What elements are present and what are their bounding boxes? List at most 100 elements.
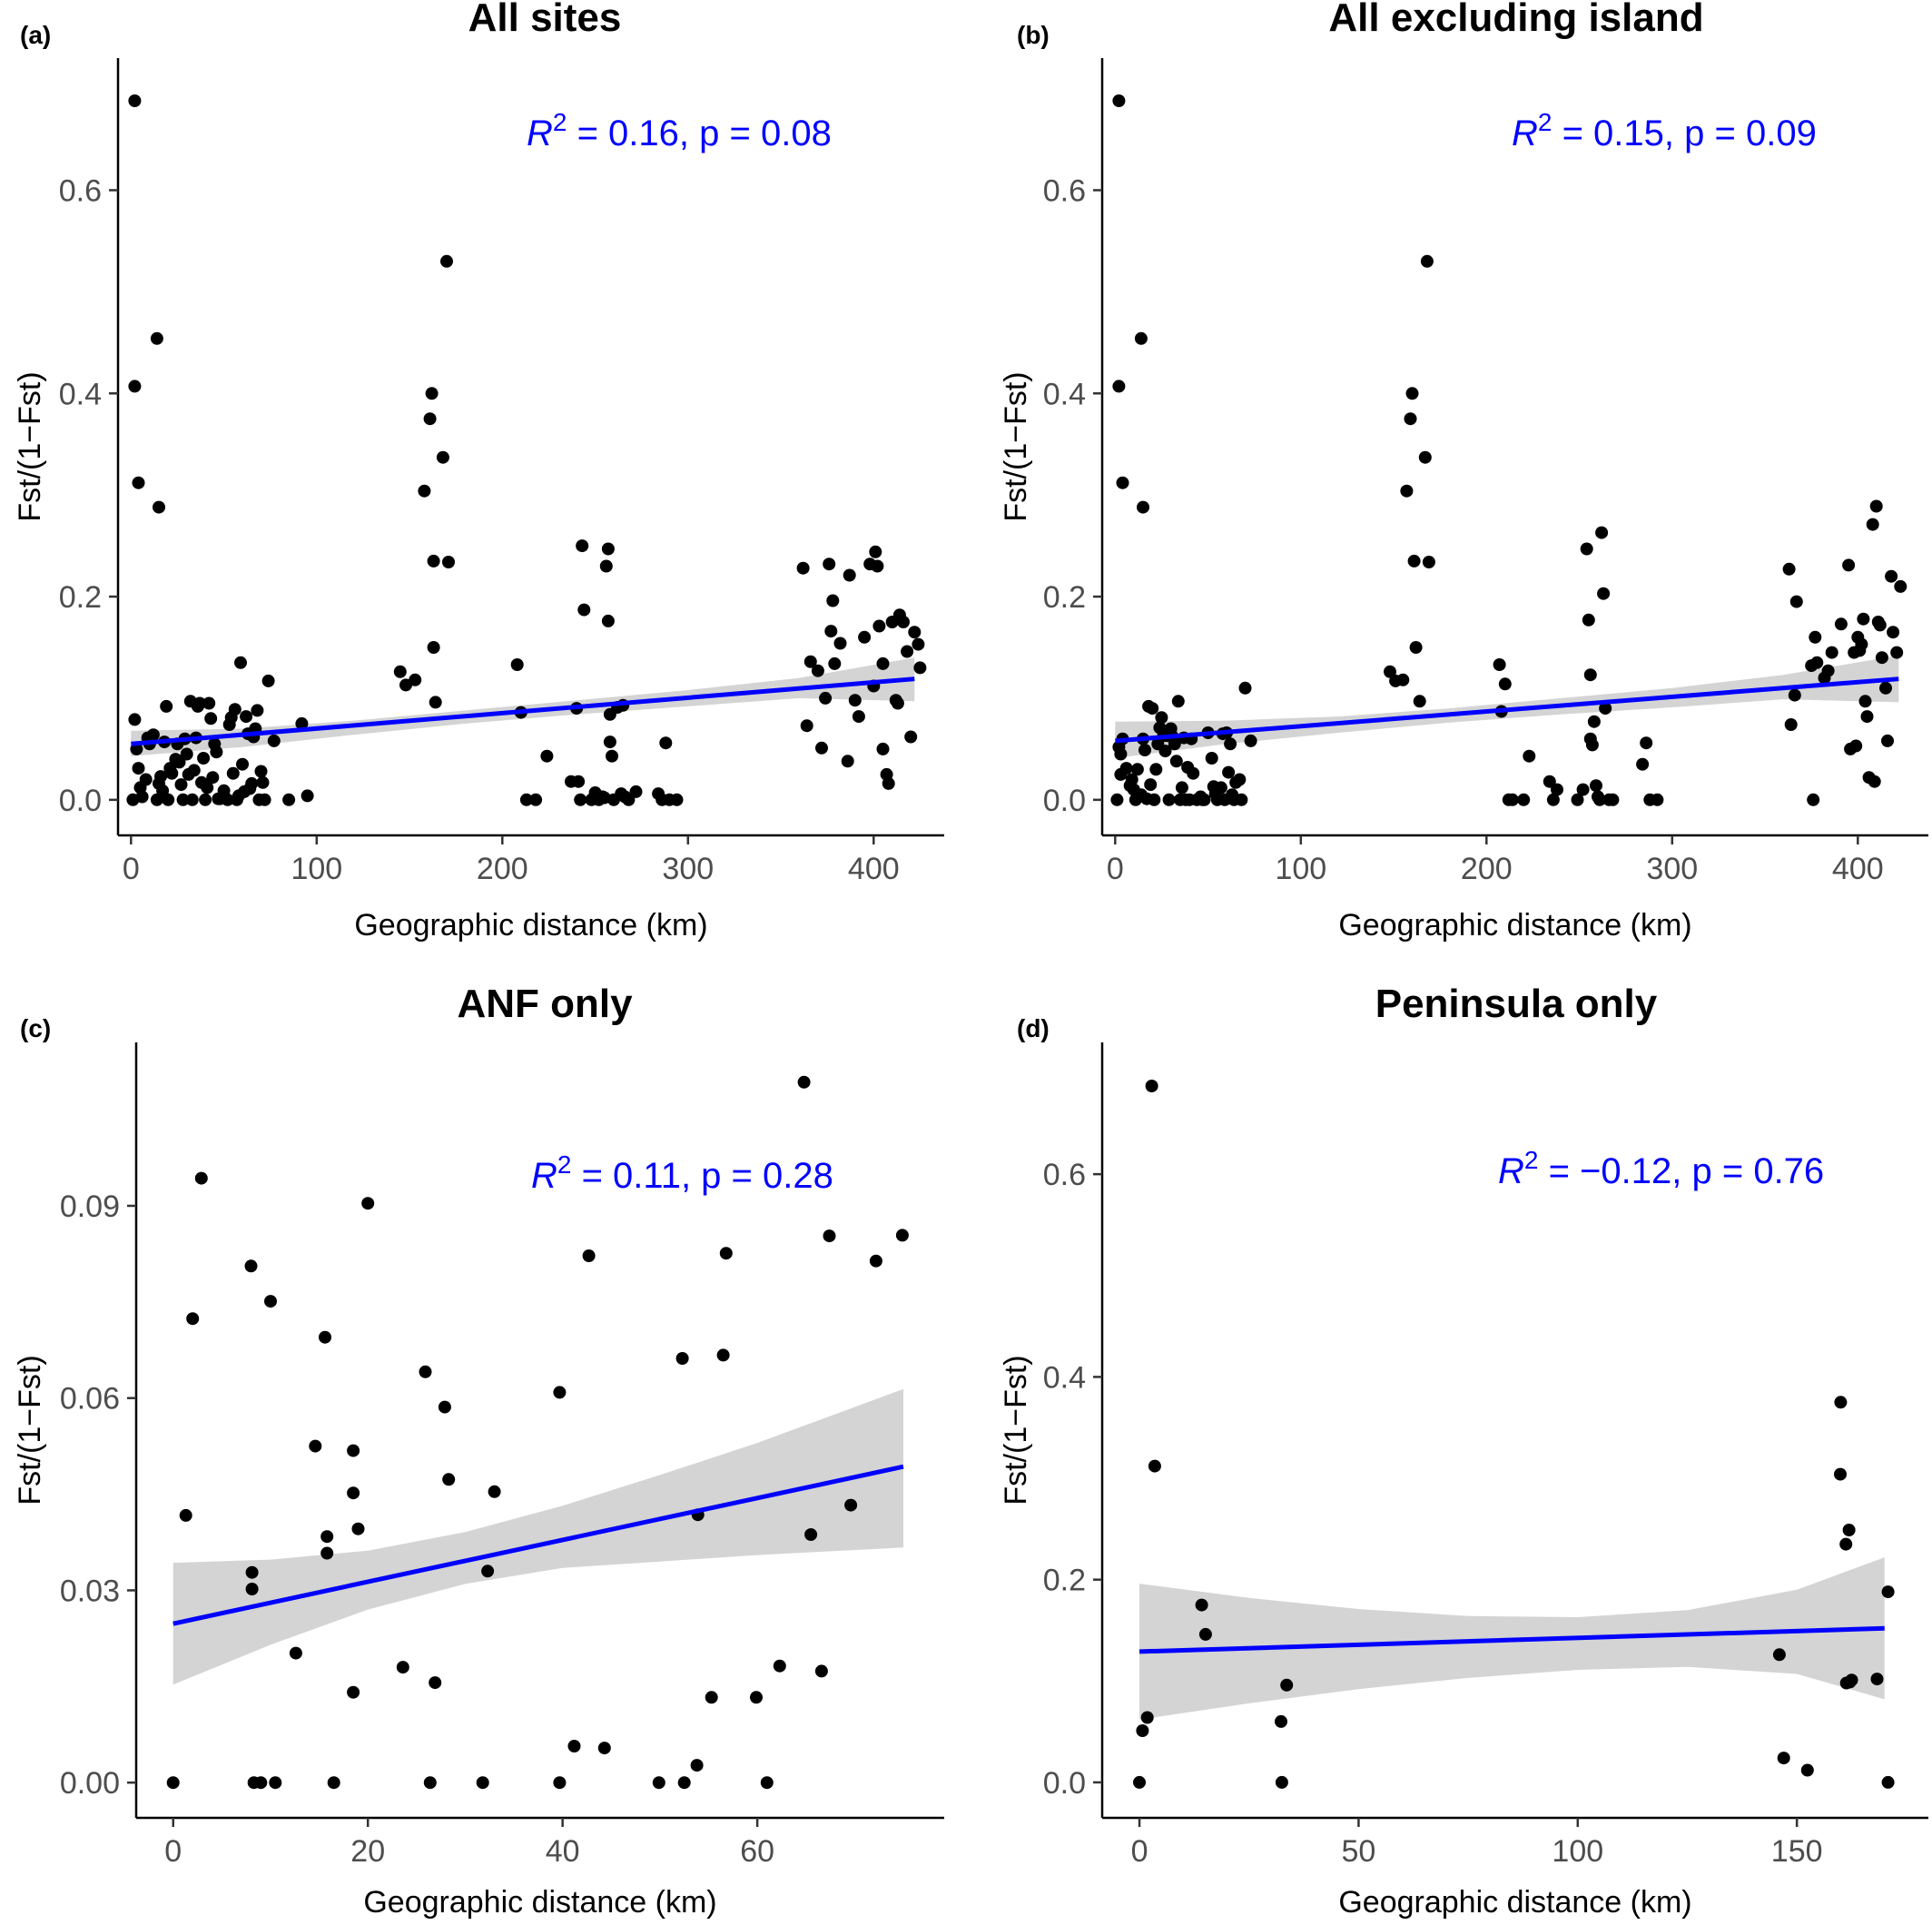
data-point <box>804 1528 818 1541</box>
panel-tag: (a) <box>20 21 51 49</box>
panel-d: (d) Peninsula only 0 50 100 150 0.0 0.2 0.4 0.6 Ge… <box>999 982 1928 1920</box>
data-point <box>1187 766 1200 780</box>
data-point <box>267 734 281 747</box>
data-point <box>1868 775 1881 788</box>
data-point <box>1110 793 1124 806</box>
data-point <box>1116 476 1129 489</box>
data-point <box>901 645 914 658</box>
data-point <box>1404 412 1417 426</box>
data-point <box>301 789 314 803</box>
data-point <box>895 1229 909 1242</box>
x-tick-label: 0 <box>1107 852 1124 886</box>
x-tick-label: 200 <box>477 852 528 886</box>
data-point <box>553 1776 567 1790</box>
data-point <box>858 630 872 644</box>
data-point <box>876 656 890 670</box>
data-point <box>1551 783 1563 796</box>
y-tick-label: 0.0 <box>59 784 102 818</box>
data-point <box>1384 665 1396 678</box>
data-point <box>1409 641 1423 654</box>
y-tick-label: 0.4 <box>59 377 102 411</box>
data-point <box>1869 499 1883 513</box>
data-point <box>1845 1673 1858 1687</box>
x-axis-title: Geographic distance (km) <box>1338 908 1691 943</box>
panel-tag: (c) <box>20 1014 51 1042</box>
stats-annotation: R2 = 0.11, p = 0.28 <box>531 1150 833 1196</box>
data-point <box>245 1565 259 1579</box>
data-point <box>677 1776 691 1790</box>
data-point <box>1576 783 1590 796</box>
data-point <box>194 1171 208 1185</box>
data-point <box>823 558 836 571</box>
data-point <box>261 674 275 687</box>
data-point <box>240 710 253 724</box>
data-point <box>1800 1763 1814 1777</box>
data-point <box>1523 749 1536 763</box>
data-point <box>481 1565 495 1578</box>
data-point <box>427 554 440 568</box>
y-tick-label: 0.2 <box>1043 1564 1086 1598</box>
data-point <box>226 766 240 780</box>
data-point <box>1807 793 1820 806</box>
data-point <box>193 696 206 710</box>
data-point <box>202 696 216 710</box>
data-point <box>429 696 442 709</box>
y-tick-label: 0.2 <box>1043 580 1086 615</box>
data-point <box>823 1229 836 1243</box>
data-point <box>1860 710 1874 724</box>
data-point <box>1224 737 1237 751</box>
data-point <box>423 412 437 426</box>
data-point <box>245 776 259 790</box>
data-point <box>1238 681 1252 695</box>
data-point <box>179 1508 192 1522</box>
data-point <box>199 793 212 806</box>
data-point <box>396 1661 409 1674</box>
data-point <box>1205 752 1218 765</box>
data-point <box>1772 1648 1786 1662</box>
stats-text: = −0.12, p = 0.76 <box>1538 1151 1824 1191</box>
data-point <box>1595 526 1609 539</box>
data-point <box>1275 1714 1287 1728</box>
data-point <box>254 1776 268 1790</box>
data-point <box>327 1776 340 1790</box>
data-point <box>409 673 422 686</box>
data-point <box>1396 673 1410 686</box>
data-point <box>1543 775 1556 788</box>
data-point <box>1597 587 1611 600</box>
data-point <box>436 450 449 464</box>
data-point <box>476 1776 489 1790</box>
data-point <box>1493 658 1506 671</box>
data-point <box>828 656 842 670</box>
data-point <box>1158 745 1172 758</box>
data-point <box>128 94 142 107</box>
data-point <box>567 1740 581 1752</box>
data-point <box>1855 637 1868 651</box>
data-point <box>1214 781 1227 795</box>
data-point <box>852 710 865 724</box>
data-point <box>427 641 440 654</box>
data-point <box>869 545 882 558</box>
data-point <box>1580 542 1593 556</box>
data-point <box>1162 793 1176 806</box>
data-point <box>1885 569 1898 583</box>
data-point <box>869 1254 882 1268</box>
data-point <box>1866 518 1879 531</box>
x-tick-label: 20 <box>350 1834 385 1869</box>
data-point <box>1809 630 1822 644</box>
x-tick-label: 40 <box>546 1834 580 1869</box>
data-point <box>1651 793 1664 806</box>
data-point <box>135 790 149 804</box>
data-point <box>429 1676 442 1690</box>
data-point <box>1599 702 1612 716</box>
data-point <box>1133 1775 1146 1789</box>
data-point <box>442 1473 456 1486</box>
x-tick-label: 150 <box>1771 1834 1823 1869</box>
data-point <box>826 594 840 607</box>
data-point <box>347 1685 360 1699</box>
data-point <box>206 771 220 785</box>
data-point <box>1894 579 1907 593</box>
y-tick-label: 0.6 <box>59 173 102 208</box>
data-point <box>841 755 854 768</box>
data-point <box>597 1742 611 1755</box>
y-axis-title: Fst/(1−Fst) <box>13 1355 47 1505</box>
